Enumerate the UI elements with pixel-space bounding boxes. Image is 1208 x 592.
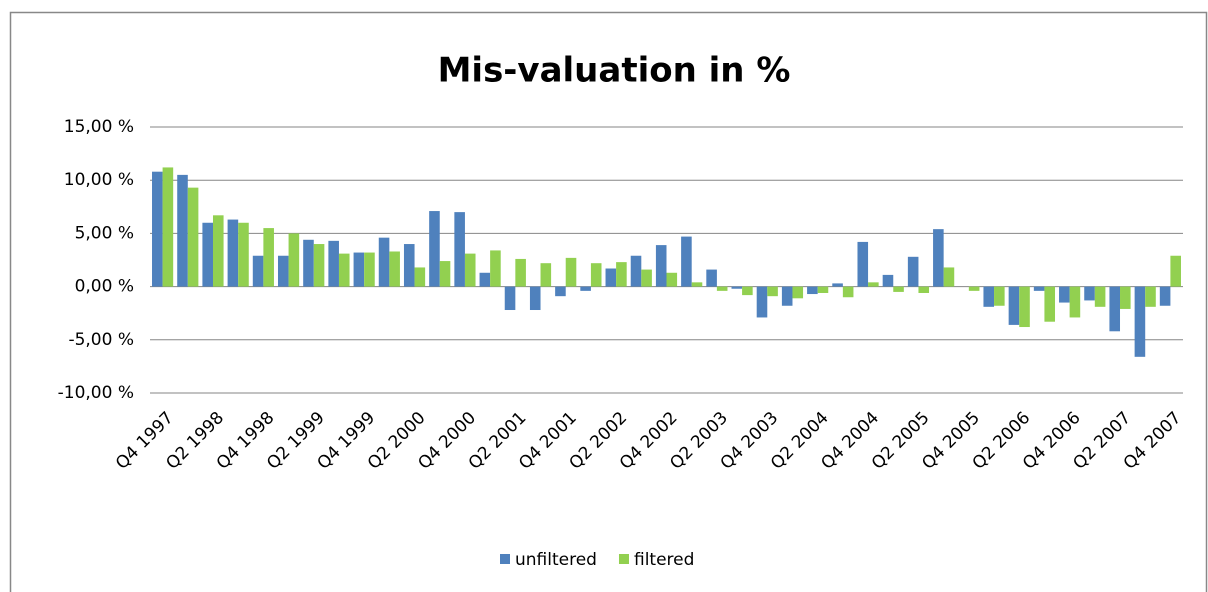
- y-tick-label: -5,00 %: [68, 330, 134, 350]
- bar: [580, 286, 591, 291]
- bar: [227, 219, 239, 287]
- bar: [1059, 286, 1070, 303]
- bar: [882, 274, 894, 287]
- bar: [429, 211, 440, 287]
- bar: [288, 233, 300, 287]
- bar: [716, 286, 728, 291]
- bar: [691, 282, 703, 287]
- y-tick-label: 5,00 %: [75, 223, 134, 243]
- bar: [1069, 286, 1081, 318]
- bar: [1145, 286, 1156, 307]
- bar: [616, 262, 627, 287]
- bar: [857, 241, 869, 287]
- legend-label: unfiltered: [515, 550, 597, 570]
- bar: [353, 252, 365, 287]
- bar: [630, 255, 642, 287]
- bar: [681, 236, 692, 287]
- bar: [731, 286, 743, 289]
- bar: [655, 245, 667, 287]
- bar: [252, 255, 264, 287]
- bar: [1159, 286, 1171, 306]
- bar: [378, 237, 390, 287]
- bar: [1084, 286, 1095, 301]
- bar: [918, 286, 930, 293]
- chart-title: Mis-valuation in %: [438, 51, 791, 91]
- legend-label: filtered: [634, 550, 694, 570]
- bar: [328, 240, 339, 287]
- bar: [177, 174, 188, 287]
- bar: [792, 286, 804, 299]
- bar: [1019, 286, 1030, 328]
- bar: [1033, 286, 1045, 291]
- bar: [590, 263, 602, 287]
- y-tick-label: 10,00 %: [64, 170, 134, 190]
- bar: [1008, 286, 1020, 325]
- legend-marker: [618, 554, 629, 564]
- bar: [555, 286, 566, 297]
- bar: [212, 215, 224, 287]
- bar: [1044, 286, 1056, 322]
- bar: [1094, 286, 1106, 307]
- y-tick-label: -10,00 %: [58, 383, 134, 403]
- bar: [767, 286, 778, 297]
- bar: [313, 244, 325, 287]
- bar: [983, 286, 995, 307]
- bar: [868, 282, 879, 287]
- bar: [666, 272, 678, 287]
- bar: [439, 261, 451, 287]
- bar: [832, 283, 843, 287]
- bar: [479, 272, 491, 287]
- bar: [238, 222, 249, 287]
- bar: [515, 258, 526, 287]
- bar: [403, 244, 415, 287]
- bar: [303, 239, 314, 287]
- bar: [504, 286, 516, 311]
- bar: [202, 222, 213, 287]
- y-tick-label: 15,00 %: [64, 117, 134, 137]
- bar: [187, 187, 199, 287]
- bar: [364, 252, 375, 287]
- bar: [943, 267, 955, 287]
- bar: [817, 286, 829, 293]
- bar: [994, 286, 1005, 306]
- bar: [742, 286, 753, 296]
- bar: [1120, 286, 1131, 309]
- bar: [807, 286, 818, 295]
- bar: [907, 256, 919, 287]
- bar: [641, 269, 652, 287]
- bar: [263, 228, 274, 287]
- y-tick-label: 0,00 %: [75, 277, 134, 297]
- bar: [277, 255, 289, 287]
- bar: [338, 253, 350, 287]
- bar: [706, 269, 717, 287]
- bar: [756, 286, 768, 318]
- chart-border: [9, 11, 1208, 592]
- bar: [529, 286, 541, 311]
- bar: [1109, 286, 1121, 332]
- bar: [781, 286, 793, 306]
- bar: [605, 268, 617, 287]
- bar: [414, 267, 426, 287]
- bar: [454, 212, 465, 287]
- legend-marker: [500, 554, 510, 564]
- bar: [933, 229, 944, 287]
- bar: [893, 286, 904, 292]
- bar: [464, 253, 476, 287]
- bar: [1134, 286, 1146, 357]
- bar: [1170, 255, 1181, 287]
- bar: [842, 286, 854, 298]
- bar: [389, 251, 400, 287]
- bar: [968, 286, 980, 291]
- bar: [540, 263, 552, 287]
- bar: [565, 257, 577, 287]
- bar: [152, 171, 163, 287]
- bar: [490, 250, 501, 287]
- bar: [162, 167, 174, 287]
